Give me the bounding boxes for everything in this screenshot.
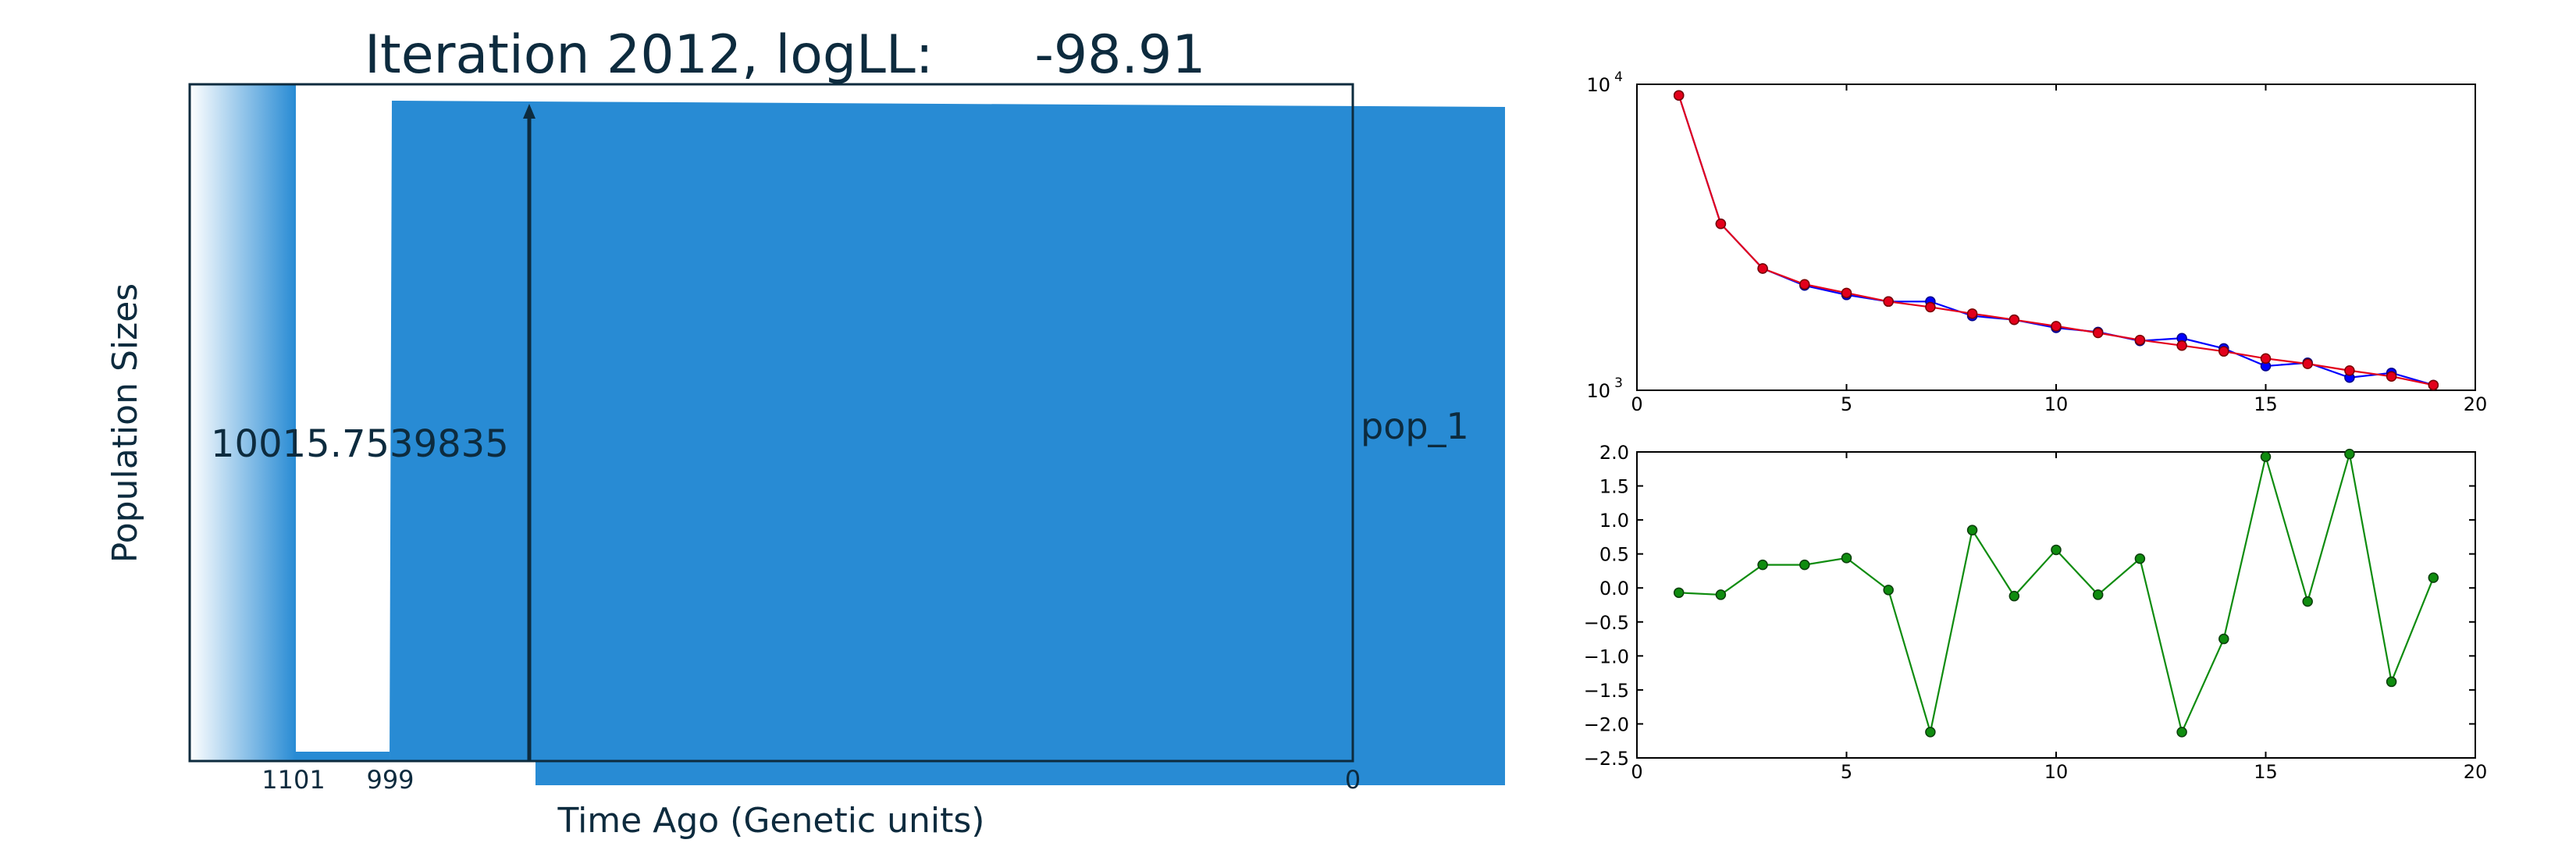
series-1-point xyxy=(1715,218,1727,229)
series-0-point xyxy=(2386,676,2397,688)
x-tick-label: 5 xyxy=(1841,761,1852,783)
series-1-point xyxy=(2176,340,2187,351)
y-tick-label: 2.0 xyxy=(1599,442,1629,464)
x-tick-label: 20 xyxy=(2464,761,2488,783)
series-0-point xyxy=(1799,559,1810,571)
migration-arrow-head xyxy=(523,104,535,119)
series-0-point xyxy=(2260,451,2272,462)
population-block xyxy=(390,101,1505,785)
y-tick-label: 1.0 xyxy=(1599,510,1629,532)
demography-panel: Iteration 2012, logLL: -98.91 Population… xyxy=(105,24,1505,841)
series-1-point xyxy=(2134,334,2146,346)
series-0-point xyxy=(2302,596,2313,607)
ancestral-population-gradient xyxy=(190,84,296,761)
series-1-point xyxy=(2302,358,2313,369)
x-tick-label: 20 xyxy=(2464,393,2488,415)
time-tick-label-999: 999 xyxy=(366,765,414,795)
x-tick-label: 10 xyxy=(2044,761,2069,783)
series-0-point xyxy=(2218,633,2229,645)
series-1-point xyxy=(2051,321,2062,332)
y-tick-label: −1.5 xyxy=(1584,680,1629,702)
series-1-point xyxy=(1757,263,1768,274)
time-tick-label-0: 0 xyxy=(1345,765,1361,795)
series-1-point xyxy=(1673,90,1685,101)
series-lines xyxy=(1678,453,2435,735)
time-tick-label-1101: 1101 xyxy=(262,765,325,795)
bottleneck-bar xyxy=(296,752,390,761)
y-tick-label: −1.0 xyxy=(1584,646,1629,667)
series-0-point xyxy=(2428,572,2439,583)
x-tick-label: 0 xyxy=(1631,761,1642,783)
x-tick-label: 10 xyxy=(2044,393,2069,415)
y-tick-label: −0.5 xyxy=(1584,612,1629,634)
series-1-point xyxy=(2428,379,2439,391)
y-tick-label: 1.5 xyxy=(1599,476,1629,498)
series-1-point xyxy=(2386,371,2397,382)
series-1-point xyxy=(2092,327,2104,339)
series-0-point xyxy=(2344,448,2355,460)
y-tick-label: −2.0 xyxy=(1584,713,1629,735)
y-axis-label: Population Sizes xyxy=(105,283,145,563)
series-0-point xyxy=(1841,553,1852,564)
axis-ticks: 0 5 10 15 20 −2.5 −2.0 −1.5 −1.0 −0.5 0.0 0.5 1.0 1.5… xyxy=(1584,442,2488,783)
x-tick-label: 15 xyxy=(2254,761,2278,783)
y-tick-label-exponent: 4 xyxy=(1614,69,1623,85)
population-size-label: 10015.7539835 xyxy=(211,422,509,466)
series-0-point xyxy=(1673,587,1685,599)
series-1-point xyxy=(1966,308,1978,319)
series-line-1 xyxy=(1678,94,2434,386)
series-1-point xyxy=(2008,314,2020,325)
series-1-point xyxy=(1841,287,1852,299)
plot-frame xyxy=(1636,451,2476,759)
figure-title: Iteration 2012, logLL: -98.91 xyxy=(365,24,1206,86)
y-tick-label: 10 xyxy=(1586,380,1610,402)
y-tick-label: 0.0 xyxy=(1599,578,1629,599)
x-tick-label: 15 xyxy=(2254,393,2278,415)
plot-frame xyxy=(188,83,1354,763)
series-0-point xyxy=(2092,589,2104,600)
y-tick-label: 10 xyxy=(1586,74,1610,96)
series-1-point xyxy=(2344,365,2355,376)
series-0-point xyxy=(1966,525,1978,535)
population-name-label: pop_1 xyxy=(1361,405,1469,447)
series-line-0 xyxy=(1678,94,2434,386)
series-1-point xyxy=(2260,353,2272,365)
x-axis-label: Time Ago (Genetic units) xyxy=(557,801,985,841)
y-tick-label: 0.5 xyxy=(1599,544,1629,566)
linear-line-plot: 0 5 10 15 20 −2.5 −2.0 −1.5 −1.0 −0.5 0.0 0.5 1.0 1.5… xyxy=(1584,442,2488,783)
series-0-point xyxy=(1925,727,1936,738)
series-0-point xyxy=(2051,544,2062,556)
x-tick-label: 0 xyxy=(1631,393,1642,415)
series-0-point xyxy=(2176,727,2187,738)
x-tick-label: 5 xyxy=(1841,393,1852,415)
series-markers xyxy=(1673,448,2439,738)
series-0-point xyxy=(2008,590,2020,602)
series-0-point xyxy=(2134,553,2146,564)
series-0-point xyxy=(1883,585,1894,596)
y-tick-label: −2.5 xyxy=(1584,748,1629,770)
series-markers xyxy=(1673,90,2439,391)
series-1-point xyxy=(1925,301,1936,313)
series-lines xyxy=(1678,94,2434,386)
series-1-point xyxy=(1799,279,1810,290)
plot-frame xyxy=(1636,84,2476,391)
series-1-point xyxy=(1883,296,1894,308)
series-0-point xyxy=(1715,589,1727,600)
series-1-point xyxy=(2218,346,2229,357)
series-0-point xyxy=(1757,559,1768,571)
y-tick-label-exponent: 3 xyxy=(1614,375,1623,391)
series-line-0 xyxy=(1678,453,2435,735)
